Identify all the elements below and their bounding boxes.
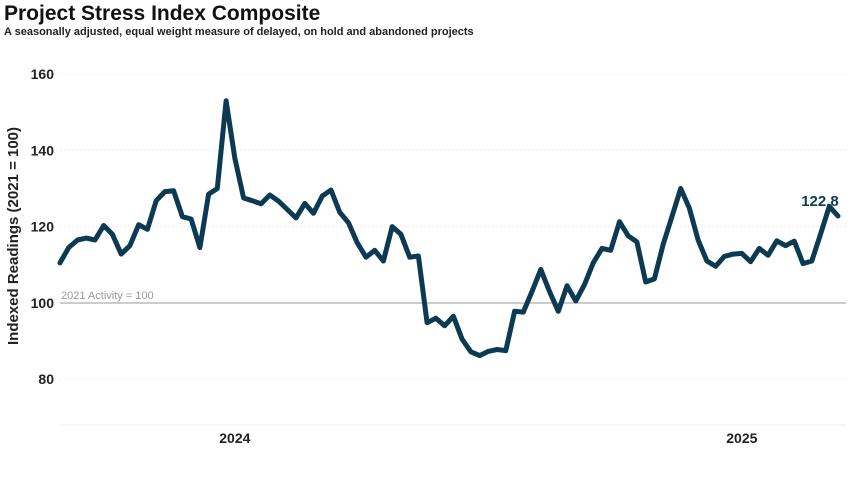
y-tick-label: 100 — [31, 295, 55, 311]
y-tick-label: 140 — [31, 142, 55, 158]
x-axis-ticks: 2024 2025 — [219, 430, 757, 446]
gridlines — [60, 73, 846, 426]
reference-line-label: 2021 Activity = 100 — [61, 290, 154, 302]
y-axis-ticks: 80 100 120 140 160 — [31, 66, 55, 387]
x-tick-label: 2025 — [726, 430, 757, 446]
end-value-label: 122.8 — [801, 193, 839, 210]
y-tick-label: 80 — [38, 371, 54, 387]
y-tick-label: 120 — [31, 219, 55, 235]
x-tick-label: 2024 — [219, 430, 250, 446]
y-tick-label: 160 — [31, 66, 55, 82]
series-line — [57, 98, 841, 359]
chart-subtitle: A seasonally adjusted, equal weight meas… — [4, 26, 474, 38]
y-axis-label: Indexed Readings (2021 = 100) — [5, 127, 22, 345]
chart-title: Project Stress Index Composite — [4, 2, 321, 25]
